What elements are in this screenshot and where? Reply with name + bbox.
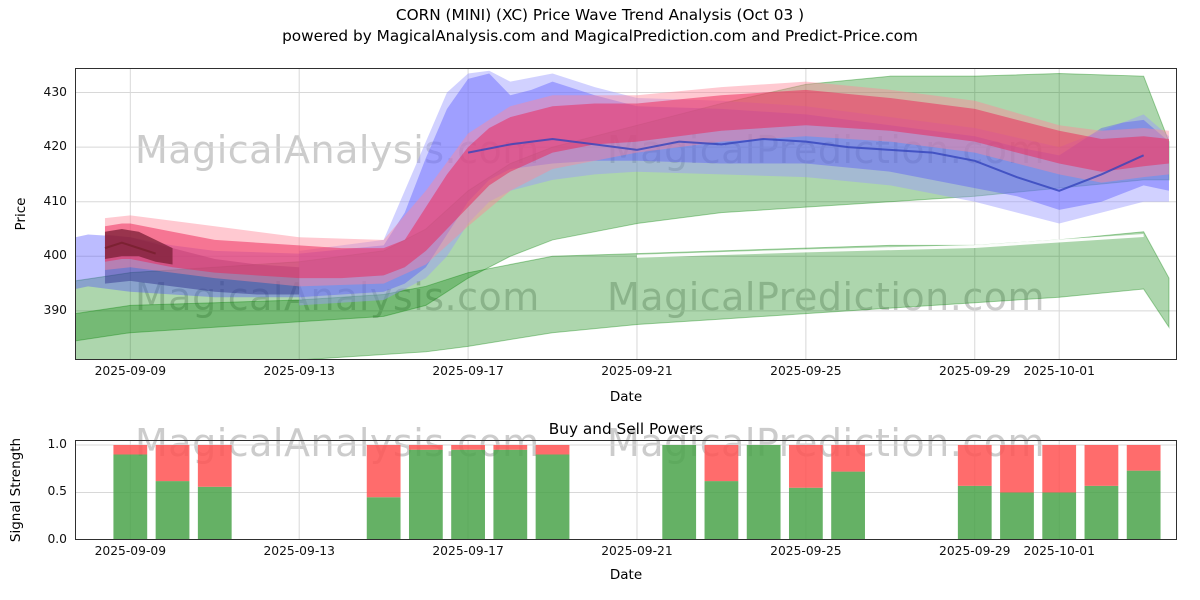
x-tick-label: 2025-10-01 [1023, 544, 1095, 558]
sell-bar-2025-10-02 [1084, 444, 1119, 486]
y-tick-label: 400 [43, 248, 67, 263]
buy-bar-2025-09-26 [831, 471, 865, 540]
buy-bar-2025-09-11 [197, 486, 232, 540]
band-red-inner [104, 89, 1169, 279]
x-tick-label: 2025-09-21 [601, 364, 673, 378]
buy-bar-2025-09-19 [535, 454, 570, 540]
x-tick-label: 2025-09-17 [432, 544, 504, 558]
y-tick-label: 390 [43, 302, 67, 317]
sell-bar-2025-09-23 [704, 444, 739, 482]
band-pink-outer [104, 81, 1169, 287]
sell-bar-2025-10-01 [1042, 444, 1077, 493]
buy-sell-powers-plot [75, 440, 1177, 540]
buy-bar-2025-09-29 [957, 485, 992, 540]
price-wave-trend-plot [75, 68, 1177, 360]
sell-bar-2025-09-16 [408, 444, 443, 450]
x-tick-label: 2025-09-29 [939, 544, 1011, 558]
x-tick-label: 2025-09-09 [94, 544, 167, 558]
band-maroon-start [104, 229, 173, 265]
buy-bar-2025-10-01 [1042, 492, 1077, 540]
watermark-prediction-2: MagicalPrediction.com [607, 275, 1045, 319]
x-tick-label: 2025-09-13 [263, 544, 335, 558]
x-tick-label: 2025-09-25 [770, 364, 842, 378]
chart-subtitle: powered by MagicalAnalysis.com and Magic… [282, 27, 918, 45]
buy-bar-2025-09-25 [788, 487, 823, 540]
buy-sell-chart-title: Buy and Sell Powers [548, 420, 704, 438]
y-tick-label: 430 [43, 84, 67, 99]
buy-bar-2025-10-02 [1084, 485, 1119, 540]
buy-bar-2025-09-10 [155, 481, 190, 540]
buy-bar-2025-09-22 [662, 444, 697, 540]
buy-bar-2025-09-30 [1000, 492, 1034, 540]
x-tick-label: 2025-09-09 [94, 364, 167, 378]
x-tick-label: 2025-09-29 [939, 364, 1011, 378]
x-tick-label: 2025-09-21 [601, 544, 673, 558]
buy-bar-2025-09-18 [493, 449, 528, 540]
sell-bar-2025-09-15 [366, 444, 401, 498]
sell-bar-2025-09-09 [113, 444, 148, 455]
buy-bar-2025-09-15 [366, 497, 401, 540]
sell-bar-2025-09-11 [197, 444, 232, 487]
buy-bar-2025-09-23 [704, 481, 739, 540]
x-tick-label: 2025-09-13 [263, 364, 335, 378]
plot-border [75, 68, 1177, 360]
x-tick-label: 2025-09-25 [770, 544, 842, 558]
x-tick-label: 2025-09-17 [432, 364, 504, 378]
band-green-cone-lower [75, 231, 1170, 360]
sell-bar-2025-09-10 [155, 444, 190, 482]
y-tick-label: 410 [43, 193, 67, 208]
y-tick-label: 420 [43, 139, 67, 154]
watermark-analysis-2: MagicalAnalysis.com [135, 275, 540, 319]
buy-sell-x-axis-label: Date [609, 567, 643, 583]
y-tick-label: 0.5 [47, 484, 67, 499]
sell-bar-2025-10-03 [1126, 444, 1161, 471]
buy-bar-2025-09-17 [451, 449, 485, 540]
chart-title: CORN (MINI) (XC) Price Wave Trend Analys… [395, 6, 805, 24]
sell-bar-2025-09-18 [493, 444, 528, 450]
buy-bar-2025-09-16 [408, 449, 443, 540]
sell-bar-2025-09-17 [451, 444, 485, 450]
buy-bar-2025-10-03 [1126, 470, 1161, 540]
sell-bar-2025-09-26 [831, 444, 865, 472]
line-dark-blue-trend [467, 137, 1145, 192]
line-maroon-trace [104, 241, 156, 255]
sell-bar-2025-09-30 [1000, 444, 1034, 493]
y-tick-label: 0.0 [47, 532, 67, 546]
buy-bar-2025-09-09 [113, 454, 148, 540]
sell-bar-2025-09-19 [535, 444, 570, 455]
buy-bar-2025-09-24 [746, 444, 781, 540]
y-tick-label: 1.0 [47, 436, 67, 451]
sell-bar-2025-09-25 [788, 444, 823, 488]
line-white-divider [636, 234, 1144, 258]
sell-bar-2025-09-29 [957, 444, 992, 486]
plot-border [75, 440, 1177, 540]
x-tick-label: 2025-10-01 [1023, 364, 1095, 378]
price-x-axis-label: Date [609, 389, 643, 405]
